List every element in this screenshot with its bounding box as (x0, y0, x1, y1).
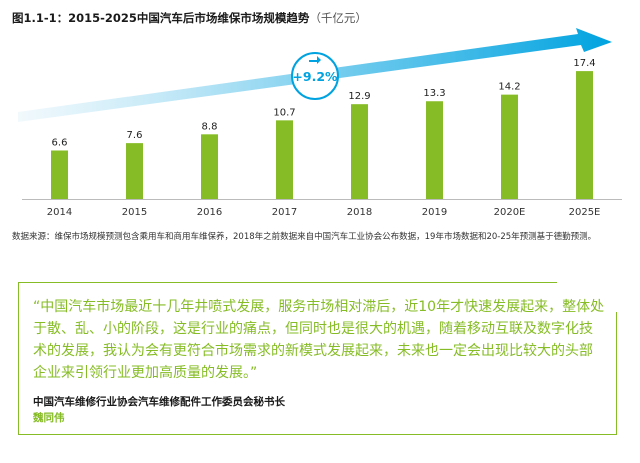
quote-border-right (616, 312, 617, 434)
bar-value-label: 12.9 (348, 91, 370, 102)
growth-badge-circle (291, 52, 339, 100)
bar-value-label: 10.7 (273, 107, 295, 118)
quote-author-name: 魏同伟 (33, 412, 65, 424)
x-tick-label: 2020E (494, 207, 526, 218)
figure-title-text: 图1.1-1：2015-2025中国汽车后市场维保市场规模趋势 (12, 11, 310, 25)
bar-2020E (501, 94, 518, 199)
bar-chart: 6.6 7.6 8.8 10.7 12.9 13.3 14.2 17.4 2014 2015 20… (18, 28, 622, 218)
x-tick-label: 2018 (347, 207, 372, 218)
quote-author-title: 中国汽车维修行业协会汽车维修配件工作委员会秘书长 (33, 396, 285, 408)
rocket-icon (309, 56, 321, 64)
bar-2015 (126, 143, 143, 199)
quote-border-top (19, 282, 557, 283)
bar-value-label: 17.4 (573, 58, 595, 69)
bar-2017 (276, 120, 293, 199)
x-tick-label: 2015 (122, 207, 147, 218)
bar-value-label: 13.3 (423, 88, 445, 99)
figure-unit: （千亿元） (309, 11, 367, 25)
x-tick-label: 2025E (569, 207, 601, 218)
bar-value-label: 14.2 (498, 82, 520, 93)
growth-badge-text: +9.2% (292, 69, 338, 84)
data-source-note: 数据来源：维保市场规模预测包含乘用车和商用车维保养，2018年之前数据来自中国汽… (12, 232, 597, 242)
bar-2025E (576, 71, 593, 199)
x-tick-label: 2017 (272, 207, 297, 218)
growth-badge: +9.2% (291, 52, 339, 100)
bar-value-label: 7.6 (127, 130, 143, 141)
x-tick-label: 2019 (422, 207, 447, 218)
quote-text: “中国汽车市场最近十几年井喷式发展，服务市场相对滞后，近10年才快速发展起来，整… (33, 299, 605, 381)
figure-title: 图1.1-1：2015-2025中国汽车后市场维保市场规模趋势（千亿元） (12, 10, 367, 26)
bar-2018 (351, 104, 368, 199)
bar-value-label: 6.6 (52, 137, 68, 148)
bar-2016 (201, 134, 218, 199)
bar-value-label: 8.8 (202, 121, 218, 132)
x-tick-label: 2014 (47, 207, 72, 218)
bar-2019 (426, 101, 443, 199)
bar-2014 (51, 150, 68, 199)
quote-box: “中国汽车市场最近十几年井喷式发展，服务市场相对滞后，近10年才快速发展起来，整… (18, 282, 617, 435)
x-tick-label: 2016 (197, 207, 222, 218)
